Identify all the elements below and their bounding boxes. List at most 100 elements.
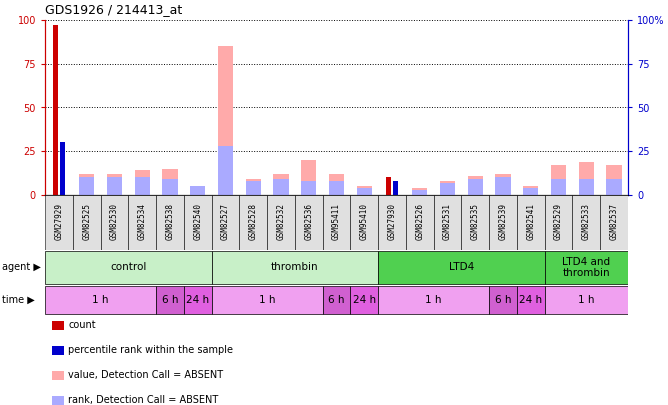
Bar xyxy=(551,165,566,195)
Text: 1 h: 1 h xyxy=(259,295,275,305)
Bar xyxy=(351,286,378,314)
Bar xyxy=(45,195,73,250)
Text: GSM82539: GSM82539 xyxy=(498,203,508,240)
Bar xyxy=(218,146,233,195)
Text: control: control xyxy=(110,262,146,273)
Text: agent ▶: agent ▶ xyxy=(2,262,41,273)
Bar xyxy=(212,195,239,250)
Bar xyxy=(329,181,344,195)
Text: GSM82533: GSM82533 xyxy=(582,203,591,240)
Bar xyxy=(246,181,261,195)
Text: GSM82532: GSM82532 xyxy=(277,203,285,240)
Bar xyxy=(162,179,178,195)
Bar xyxy=(489,195,517,250)
Bar xyxy=(496,174,511,195)
Bar xyxy=(45,286,156,314)
Bar xyxy=(351,195,378,250)
Bar xyxy=(607,179,622,195)
Bar xyxy=(440,181,455,195)
Bar xyxy=(323,286,351,314)
Bar xyxy=(357,188,372,195)
Text: GSM82527: GSM82527 xyxy=(221,203,230,240)
Bar xyxy=(45,251,212,284)
Bar xyxy=(468,176,483,195)
Bar xyxy=(489,286,517,314)
Bar xyxy=(517,195,544,250)
Bar xyxy=(378,286,489,314)
Text: GSM82538: GSM82538 xyxy=(166,203,174,240)
Text: GSM82526: GSM82526 xyxy=(415,203,424,240)
Text: GSM82531: GSM82531 xyxy=(443,203,452,240)
Bar xyxy=(607,165,622,195)
Text: GSM82525: GSM82525 xyxy=(82,203,91,240)
Bar xyxy=(323,195,351,250)
Bar xyxy=(523,186,538,195)
Bar xyxy=(128,195,156,250)
Bar xyxy=(295,195,323,250)
Text: GSM27930: GSM27930 xyxy=(387,203,397,240)
Text: 6 h: 6 h xyxy=(328,295,345,305)
Bar xyxy=(273,174,289,195)
Bar xyxy=(246,179,261,195)
Text: GSM95410: GSM95410 xyxy=(360,203,369,240)
Bar xyxy=(378,195,406,250)
Text: GSM82530: GSM82530 xyxy=(110,203,119,240)
Text: rank, Detection Call = ABSENT: rank, Detection Call = ABSENT xyxy=(68,395,218,405)
Bar xyxy=(273,179,289,195)
Bar xyxy=(393,181,398,195)
Text: GSM82528: GSM82528 xyxy=(248,203,258,240)
Bar xyxy=(212,286,323,314)
Bar xyxy=(406,195,434,250)
Bar xyxy=(578,162,594,195)
Text: GSM95411: GSM95411 xyxy=(332,203,341,240)
Bar xyxy=(434,195,462,250)
Bar xyxy=(59,143,65,195)
Bar xyxy=(218,46,233,195)
Text: GSM82534: GSM82534 xyxy=(138,203,147,240)
Bar xyxy=(301,181,317,195)
Bar xyxy=(544,251,628,284)
Bar xyxy=(156,286,184,314)
Bar xyxy=(468,179,483,195)
Bar xyxy=(239,195,267,250)
Text: GSM82540: GSM82540 xyxy=(193,203,202,240)
Bar xyxy=(53,25,58,195)
Bar xyxy=(134,177,150,195)
Bar xyxy=(156,195,184,250)
Bar xyxy=(73,195,100,250)
Bar xyxy=(440,183,455,195)
Text: GSM82537: GSM82537 xyxy=(610,203,619,240)
Bar xyxy=(184,195,212,250)
Text: 6 h: 6 h xyxy=(495,295,511,305)
Bar xyxy=(578,179,594,195)
Text: 24 h: 24 h xyxy=(186,295,209,305)
Text: GSM82536: GSM82536 xyxy=(304,203,313,240)
Bar xyxy=(184,286,212,314)
Text: GSM82529: GSM82529 xyxy=(554,203,563,240)
Text: 24 h: 24 h xyxy=(519,295,542,305)
Text: percentile rank within the sample: percentile rank within the sample xyxy=(68,345,233,355)
Text: 1 h: 1 h xyxy=(578,295,595,305)
Bar xyxy=(517,286,544,314)
Bar xyxy=(329,174,344,195)
Bar xyxy=(601,195,628,250)
Text: 1 h: 1 h xyxy=(426,295,442,305)
Bar xyxy=(301,160,317,195)
Bar xyxy=(267,195,295,250)
Bar xyxy=(79,177,94,195)
Bar xyxy=(572,195,601,250)
Text: time ▶: time ▶ xyxy=(2,295,35,305)
Bar xyxy=(412,190,428,195)
Text: GSM82541: GSM82541 xyxy=(526,203,535,240)
Bar xyxy=(523,188,538,195)
Text: GSM27929: GSM27929 xyxy=(54,203,63,240)
Text: 1 h: 1 h xyxy=(92,295,109,305)
Bar xyxy=(100,195,128,250)
Bar xyxy=(462,195,489,250)
Bar xyxy=(551,179,566,195)
Bar xyxy=(162,169,178,195)
Bar xyxy=(107,177,122,195)
Text: LTD4 and
thrombin: LTD4 and thrombin xyxy=(562,257,611,278)
Bar xyxy=(386,177,391,195)
Bar xyxy=(357,186,372,195)
